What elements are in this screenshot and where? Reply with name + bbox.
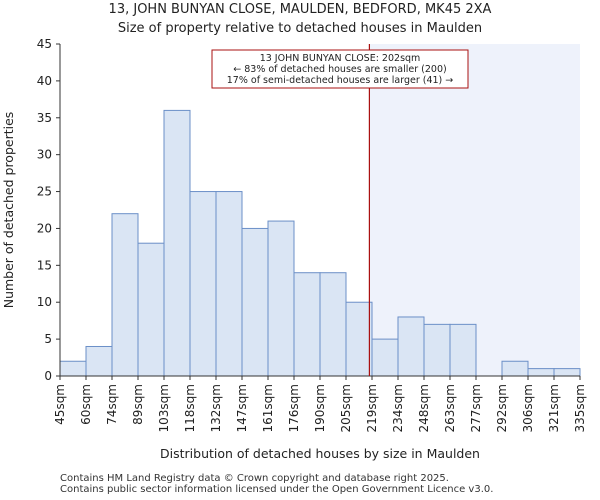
histogram-bar (189, 191, 217, 377)
x-tick-label: 321sqm (547, 384, 561, 432)
y-tick-label: 45 (37, 37, 52, 51)
annotation-line: ← 83% of detached houses are smaller (20… (233, 64, 446, 75)
x-tick-label: 219sqm (365, 384, 379, 432)
x-tick-label: 103sqm (157, 384, 171, 432)
x-tick-label: 205sqm (339, 384, 353, 432)
histogram-bar (241, 227, 269, 377)
histogram-bar (267, 220, 295, 377)
histogram-bar (163, 109, 191, 377)
x-tick-label: 60sqm (79, 384, 93, 425)
histogram-bar (319, 272, 347, 377)
histogram-bar (85, 345, 113, 377)
x-tick-label: 147sqm (235, 384, 249, 432)
histogram-bar (423, 323, 451, 377)
y-tick-label: 5 (44, 332, 52, 346)
histogram-bar (371, 338, 399, 377)
histogram-bar (59, 360, 87, 377)
histogram-bar (449, 323, 477, 377)
y-tick-label: 35 (37, 111, 52, 125)
footer-copyright: Contains HM Land Registry data © Crown c… (60, 473, 449, 484)
y-tick-label: 30 (37, 148, 52, 162)
chart-subtitle: Size of property relative to detached ho… (117, 21, 483, 36)
histogram-bar (345, 301, 373, 377)
histogram-bar (293, 272, 321, 377)
x-tick-label: 335sqm (573, 384, 587, 432)
x-tick-label: 248sqm (417, 384, 431, 432)
annotation-line: 13 JOHN BUNYAN CLOSE: 202sqm (260, 53, 421, 64)
x-tick-label: 45sqm (53, 384, 67, 425)
histogram-bar (215, 191, 243, 377)
x-axis-title: Distribution of detached houses by size … (160, 446, 480, 461)
histogram-bar (137, 242, 165, 377)
y-tick-label: 0 (44, 369, 52, 383)
x-tick-label: 118sqm (183, 384, 197, 432)
y-tick-label: 25 (37, 185, 52, 199)
y-tick-label: 10 (37, 295, 52, 309)
x-tick-label: 89sqm (131, 384, 145, 425)
y-tick-label: 15 (37, 258, 52, 272)
x-tick-label: 277sqm (469, 384, 483, 432)
histogram-bar (501, 360, 529, 377)
x-tick-label: 132sqm (209, 384, 223, 432)
y-axis-title: Number of detached properties (1, 112, 16, 309)
x-tick-label: 190sqm (313, 384, 327, 432)
y-tick-label: 40 (37, 74, 52, 88)
annotation-box (211, 49, 469, 89)
annotation-line: 17% of semi-detached houses are larger (… (227, 75, 454, 86)
histogram-bar (527, 368, 555, 377)
histogram-bar (111, 213, 139, 377)
histogram-bar (553, 368, 581, 377)
y-tick-label: 20 (37, 221, 52, 235)
chart-title: 13, JOHN BUNYAN CLOSE, MAULDEN, BEDFORD,… (108, 2, 492, 17)
x-tick-label: 161sqm (261, 384, 275, 432)
x-tick-label: 306sqm (521, 384, 535, 432)
x-tick-label: 74sqm (105, 384, 119, 425)
histogram-bar (397, 316, 425, 377)
footer-licence: Contains public sector information licen… (60, 484, 494, 495)
x-tick-label: 176sqm (287, 384, 301, 432)
x-tick-label: 234sqm (391, 384, 405, 432)
x-tick-label: 263sqm (443, 384, 457, 432)
x-tick-label: 292sqm (495, 384, 509, 432)
